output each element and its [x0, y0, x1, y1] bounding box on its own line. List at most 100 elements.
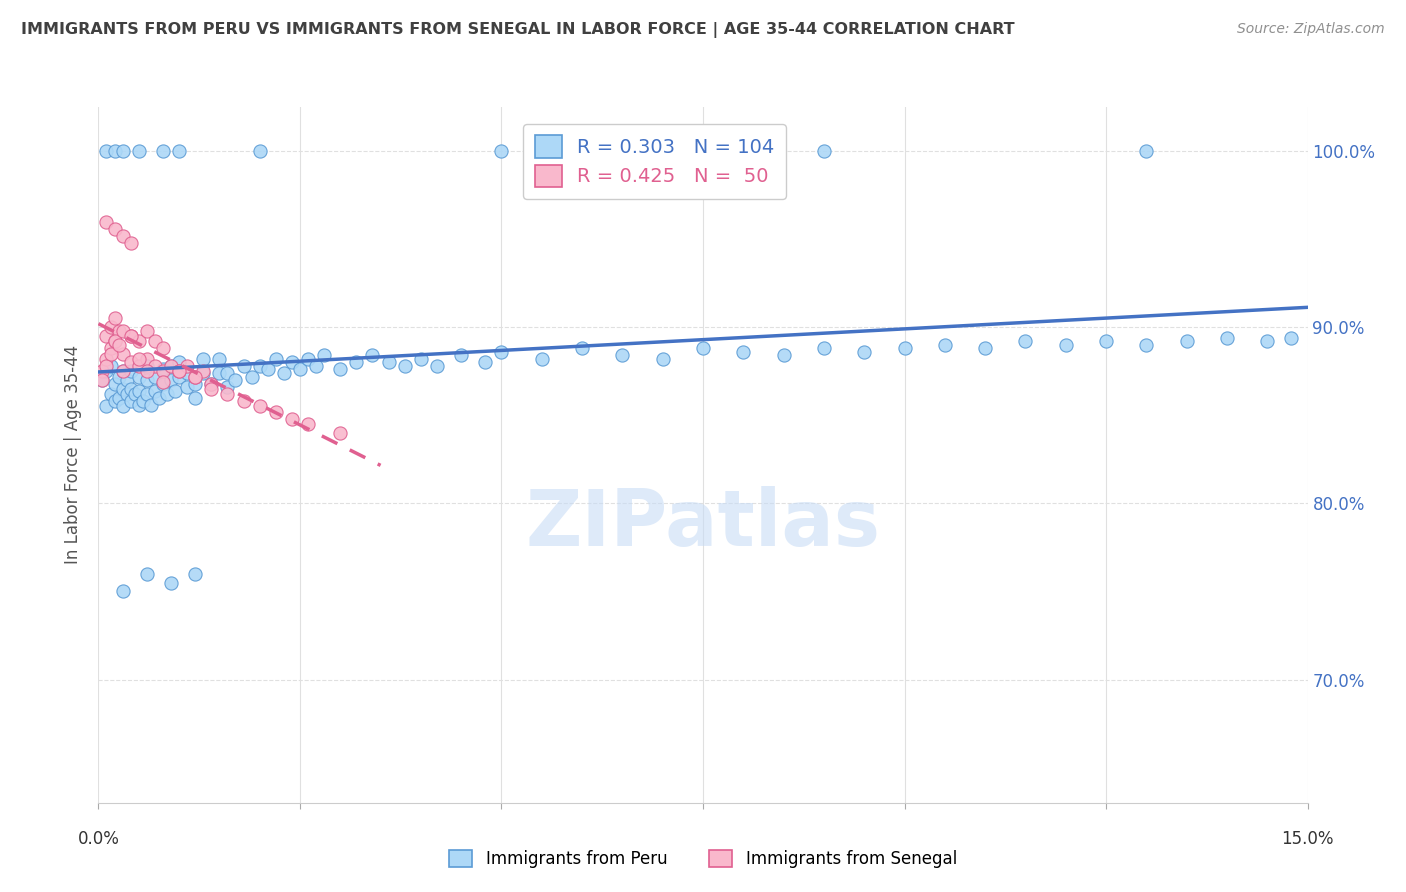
Point — [217, 387, 239, 401]
Point — [96, 400, 118, 414]
Point — [184, 376, 207, 391]
Point — [217, 366, 239, 380]
Point — [163, 384, 186, 398]
Point — [772, 348, 794, 362]
Point — [167, 369, 190, 384]
Text: 0.0%: 0.0% — [77, 830, 120, 847]
Point — [120, 329, 142, 343]
Point — [1256, 334, 1278, 349]
Point — [96, 351, 118, 366]
Point — [329, 425, 352, 440]
Point — [249, 400, 271, 414]
Point — [249, 359, 271, 373]
Point — [167, 355, 190, 369]
Point — [217, 380, 239, 394]
Point — [135, 373, 157, 387]
Point — [1216, 331, 1239, 345]
Point — [167, 364, 190, 378]
Point — [160, 575, 183, 590]
Point — [1095, 334, 1118, 349]
Point — [96, 329, 118, 343]
Point — [96, 144, 118, 158]
Point — [135, 566, 157, 581]
Point — [184, 391, 207, 405]
Point — [184, 369, 207, 384]
Point — [152, 342, 174, 356]
Point — [264, 351, 287, 366]
Point — [120, 364, 142, 378]
Point — [135, 351, 157, 366]
Point — [256, 362, 278, 376]
Point — [491, 344, 513, 359]
Point — [111, 346, 134, 360]
Point — [139, 398, 162, 412]
Point — [91, 364, 114, 378]
Point — [111, 584, 134, 599]
Point — [152, 376, 174, 391]
Point — [160, 373, 183, 387]
Point — [394, 359, 416, 373]
Point — [193, 364, 215, 378]
Point — [152, 375, 174, 389]
Point — [143, 369, 166, 384]
Point — [167, 144, 190, 158]
Point — [128, 334, 150, 349]
Point — [305, 359, 328, 373]
Point — [143, 359, 166, 373]
Point — [128, 398, 150, 412]
Point — [474, 355, 496, 369]
Point — [96, 364, 118, 378]
Point — [120, 394, 142, 409]
Point — [934, 338, 956, 352]
Point — [103, 311, 125, 326]
Point — [692, 342, 714, 356]
Point — [135, 387, 157, 401]
Point — [193, 351, 215, 366]
Point — [224, 373, 246, 387]
Point — [128, 351, 150, 366]
Point — [103, 144, 125, 158]
Point — [103, 334, 125, 349]
Point — [184, 566, 207, 581]
Point — [240, 369, 263, 384]
Point — [176, 359, 198, 373]
Point — [651, 351, 673, 366]
Point — [120, 382, 142, 396]
Point — [128, 359, 150, 373]
Point — [111, 228, 134, 243]
Point — [200, 376, 222, 391]
Point — [103, 394, 125, 409]
Point — [132, 394, 155, 409]
Point — [103, 376, 125, 391]
Point — [264, 405, 287, 419]
Point — [128, 369, 150, 384]
Point — [193, 366, 215, 380]
Point — [176, 366, 198, 380]
Point — [813, 144, 835, 158]
Point — [491, 144, 513, 158]
Point — [143, 334, 166, 349]
Point — [1281, 331, 1303, 345]
Point — [152, 364, 174, 378]
Point — [111, 400, 134, 414]
Point — [329, 362, 352, 376]
Point — [100, 320, 122, 334]
Text: 15.0%: 15.0% — [1281, 830, 1334, 847]
Point — [135, 364, 157, 378]
Point — [96, 214, 118, 228]
Point — [160, 359, 183, 373]
Text: ZIPatlas: ZIPatlas — [526, 486, 880, 563]
Point — [156, 387, 179, 401]
Point — [249, 144, 271, 158]
Point — [1054, 338, 1077, 352]
Point — [100, 346, 122, 360]
Point — [344, 355, 367, 369]
Point — [200, 382, 222, 396]
Point — [208, 366, 231, 380]
Point — [148, 391, 170, 405]
Point — [107, 338, 129, 352]
Point — [115, 373, 138, 387]
Point — [232, 359, 254, 373]
Point — [297, 417, 319, 431]
Point — [100, 387, 122, 401]
